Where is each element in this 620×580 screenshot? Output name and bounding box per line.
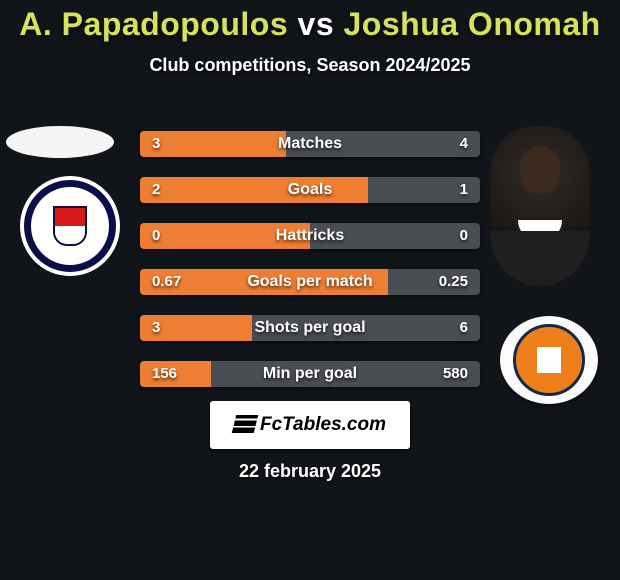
player2-name: Joshua Onomah xyxy=(344,6,601,42)
stat-value-left: 0 xyxy=(140,223,172,249)
stat-value-left: 3 xyxy=(140,315,172,341)
player1-name: A. Papadopoulos xyxy=(19,6,288,42)
crest-shield-icon xyxy=(53,206,87,246)
subtitle: Club competitions, Season 2024/2025 xyxy=(0,55,620,76)
stat-row: 0.670.25Goals per match xyxy=(140,269,480,295)
avatar-head xyxy=(520,146,560,194)
crest-ring xyxy=(513,324,585,396)
stat-bar-right xyxy=(252,315,480,341)
stat-row: 36Shots per goal xyxy=(140,315,480,341)
stat-row: 34Matches xyxy=(140,131,480,157)
branding-badge: FcTables.com xyxy=(210,401,410,449)
player2-avatar xyxy=(490,126,590,286)
player2-club-crest xyxy=(500,316,598,404)
stat-value-left: 156 xyxy=(140,361,189,387)
stat-value-right: 0.25 xyxy=(427,269,480,295)
stat-value-right: 6 xyxy=(448,315,480,341)
player1-club-crest xyxy=(20,176,120,276)
stat-bar-left xyxy=(140,177,368,203)
branding-text: FcTables.com xyxy=(260,414,386,435)
stats-container: 34Matches21Goals00Hattricks0.670.25Goals… xyxy=(140,131,480,407)
crest-tower-icon xyxy=(537,347,561,373)
footer-date: 22 february 2025 xyxy=(0,461,620,482)
stat-value-right: 4 xyxy=(448,131,480,157)
vs-text: vs xyxy=(298,6,335,42)
stat-value-right: 580 xyxy=(431,361,480,387)
stat-value-left: 0.67 xyxy=(140,269,193,295)
headline: A. Papadopoulos vs Joshua Onomah xyxy=(0,6,620,43)
stat-value-right: 0 xyxy=(448,223,480,249)
stat-value-left: 2 xyxy=(140,177,172,203)
stat-row: 00Hattricks xyxy=(140,223,480,249)
branding-logo-icon xyxy=(232,415,258,433)
avatar-torso xyxy=(490,231,590,286)
comparison-card: A. Papadopoulos vs Joshua Onomah Club co… xyxy=(0,6,620,580)
stat-value-right: 1 xyxy=(448,177,480,203)
crest-ring xyxy=(24,180,116,272)
stat-row: 156580Min per goal xyxy=(140,361,480,387)
stat-row: 21Goals xyxy=(140,177,480,203)
stat-value-left: 3 xyxy=(140,131,172,157)
player1-avatar xyxy=(6,126,114,158)
